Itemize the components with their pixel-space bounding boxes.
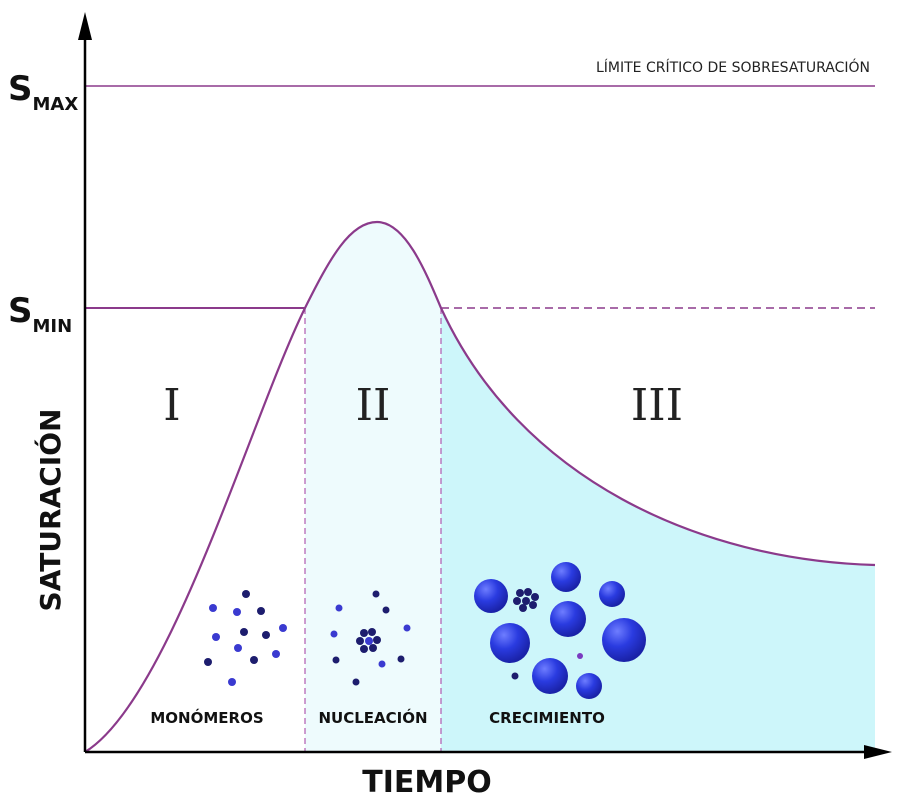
monomers [204, 590, 287, 686]
lamer-diagram: SMAX SMIN SATURACIÓN TIEMPO LÍMITE CRÍTI… [0, 0, 897, 800]
region-label: NUCLEACIÓN [318, 708, 427, 727]
region-numeral: I [163, 380, 180, 431]
s-max-label: SMAX [8, 69, 78, 115]
region-numeral: III [631, 380, 683, 431]
sub: MIN [33, 316, 73, 337]
s: S [8, 291, 33, 331]
s: S [8, 69, 33, 109]
x-arrow [864, 745, 892, 759]
x-axis-label: TIEMPO [362, 765, 491, 800]
region-numeral: II [356, 380, 391, 431]
y-arrow [78, 12, 92, 40]
region-growth [441, 308, 875, 752]
sub: MAX [33, 94, 79, 115]
s-min-label: SMIN [8, 291, 72, 337]
region-label: CRECIMIENTO [489, 709, 605, 727]
limit-label: LÍMITE CRÍTICO DE SOBRESATURACIÓN [596, 58, 870, 76]
region-nucleation [305, 222, 441, 752]
y-axis-label: SATURACIÓN [33, 409, 67, 612]
region-label: MONÓMEROS [150, 708, 263, 727]
